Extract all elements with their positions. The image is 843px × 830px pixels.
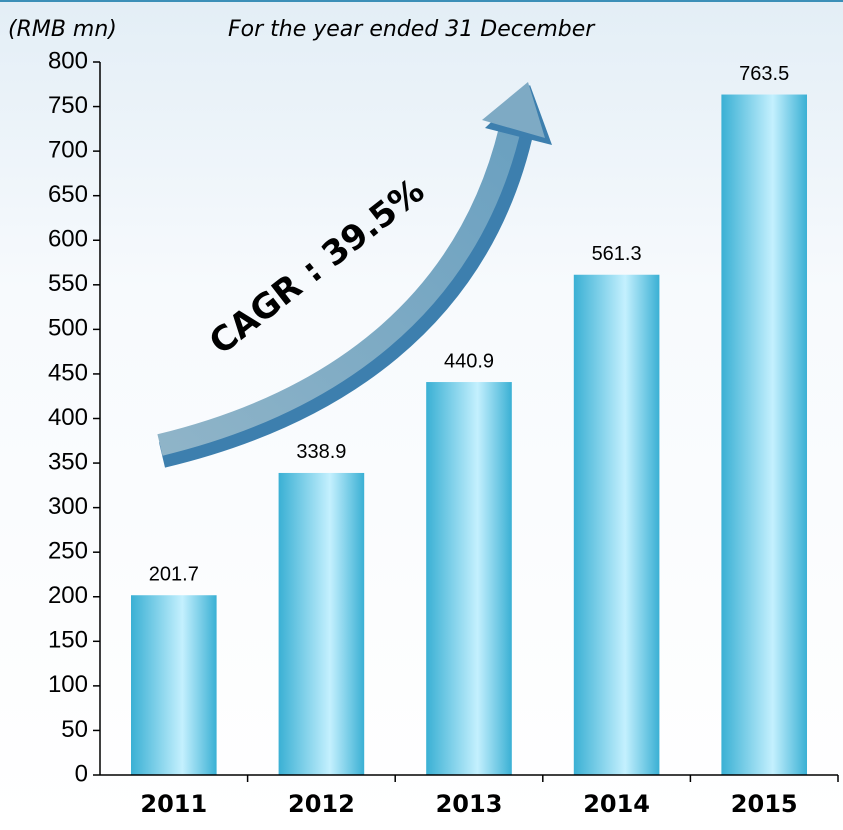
x-tick-label: 2012: [288, 790, 355, 818]
bar: [278, 472, 365, 775]
y-tick-label: 100: [48, 671, 88, 698]
y-tick-label: 150: [48, 627, 88, 654]
y-tick-label: 550: [48, 270, 88, 297]
y-tick-label: 450: [48, 359, 88, 386]
x-tick-label: 2015: [731, 790, 798, 818]
bar: [426, 382, 512, 775]
y-tick-label: 0: [75, 760, 88, 787]
y-tick-label: 650: [48, 181, 88, 208]
bar: [573, 274, 660, 775]
y-tick-label: 700: [48, 136, 88, 163]
x-tick-label: 2011: [140, 790, 207, 818]
y-tick-label: 750: [48, 92, 88, 119]
y-tick-label: 350: [48, 448, 88, 475]
bar: [130, 595, 217, 775]
growth-arrow: [157, 82, 552, 468]
x-tick-label: 2013: [436, 790, 503, 818]
y-axis-label: (RMB mn): [8, 17, 117, 42]
chart-title: For the year ended 31 December: [228, 17, 596, 42]
x-tick-label: 2014: [583, 790, 650, 818]
value-label: 338.9: [296, 441, 346, 463]
value-label: 440.9: [444, 350, 494, 372]
value-label: 561.3: [592, 243, 642, 265]
y-tick-label: 800: [48, 47, 88, 74]
y-tick-label: 300: [48, 493, 88, 520]
bar: [721, 94, 808, 775]
value-label: 763.5: [739, 63, 789, 85]
y-tick-label: 50: [61, 716, 88, 743]
y-tick-label: 600: [48, 226, 88, 253]
y-tick-label: 250: [48, 538, 88, 565]
y-tick-label: 400: [48, 404, 88, 431]
value-label: 201.7: [149, 564, 199, 586]
y-tick-label: 500: [48, 315, 88, 342]
y-tick-label: 200: [48, 582, 88, 609]
